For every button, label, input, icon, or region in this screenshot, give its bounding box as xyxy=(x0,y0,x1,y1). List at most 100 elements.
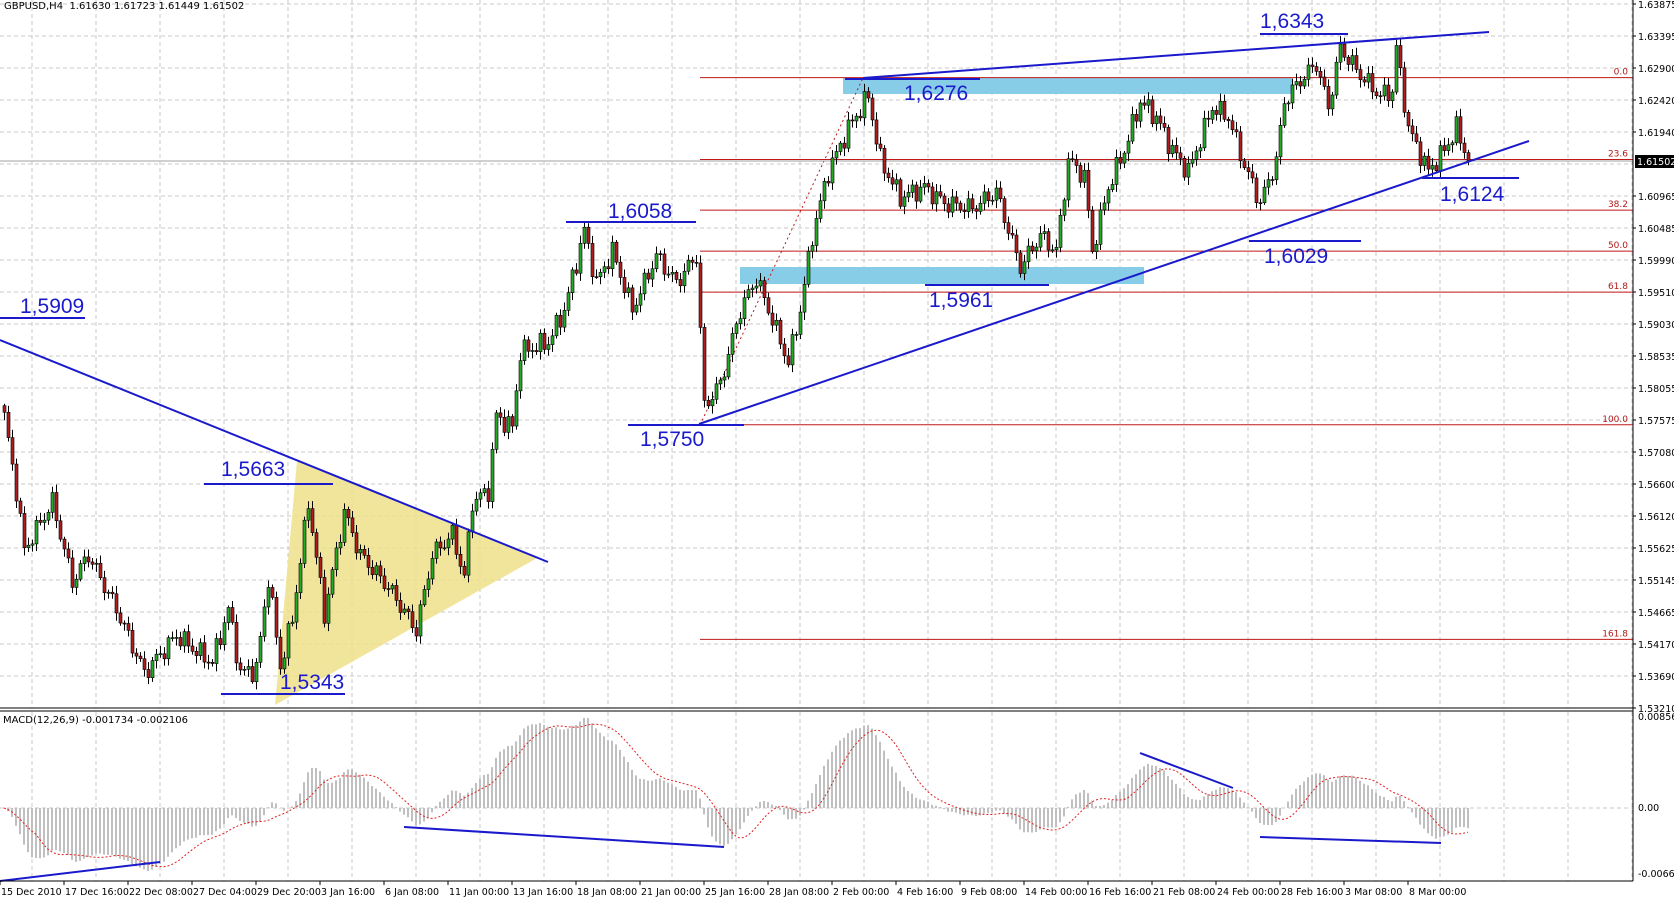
candle xyxy=(666,266,671,279)
candle-body-bear xyxy=(694,261,699,264)
macd-bar xyxy=(1179,788,1181,808)
macd-bar xyxy=(819,774,821,808)
macd-bar xyxy=(639,778,641,808)
candle xyxy=(1074,154,1079,174)
candle xyxy=(878,136,883,152)
candle-body-bull xyxy=(242,669,247,671)
candle xyxy=(922,175,927,195)
candle-body-bear xyxy=(674,272,679,280)
candle-body-bear xyxy=(1162,122,1167,128)
candle-body-bear xyxy=(1226,118,1231,122)
candle-body-bull xyxy=(1394,45,1399,93)
candle xyxy=(538,329,543,360)
candle xyxy=(990,195,995,205)
macd-bar xyxy=(55,808,57,851)
macd-bar xyxy=(927,801,929,808)
macd-bar xyxy=(1443,808,1445,837)
candle xyxy=(170,631,175,642)
candle-body-bull xyxy=(1062,199,1067,216)
candle-body-bear xyxy=(1398,45,1403,69)
candle xyxy=(138,652,143,662)
macd-bar xyxy=(455,790,457,808)
candle-body-bull xyxy=(1026,245,1031,263)
macd-bar xyxy=(435,805,437,808)
candle-body-bull xyxy=(994,187,999,201)
price-axis-label: 1.57575 xyxy=(1638,416,1674,427)
candle xyxy=(414,619,419,642)
candle-body-bear xyxy=(858,115,863,119)
macd-bar xyxy=(267,807,269,808)
candle xyxy=(1134,109,1139,129)
macd-bar xyxy=(859,728,861,808)
candle xyxy=(1118,151,1123,170)
candle xyxy=(518,352,523,399)
candle-body-bear xyxy=(1142,102,1147,106)
candle xyxy=(1402,61,1407,118)
date-axis-label: 16 Feb 16:00 xyxy=(1089,887,1151,898)
candle-body-bear xyxy=(1242,160,1247,168)
candle-body-bull xyxy=(1262,186,1267,203)
candle-body-bear xyxy=(162,653,167,660)
macd-bar xyxy=(1387,800,1389,808)
macd-bar xyxy=(419,808,421,825)
candle xyxy=(434,538,439,564)
candle-body-bear xyxy=(1238,131,1243,162)
fib-level-label: 100.0 xyxy=(1602,415,1628,425)
macd-bar xyxy=(211,808,213,835)
macd-bar xyxy=(115,808,117,857)
candle xyxy=(50,486,55,519)
candle xyxy=(1382,77,1387,101)
macd-bar xyxy=(919,799,921,808)
candle xyxy=(858,109,863,122)
candle xyxy=(1246,160,1251,180)
candle xyxy=(142,651,147,677)
candle-body-bear xyxy=(1030,245,1035,252)
macd-bar xyxy=(479,778,481,808)
macd-bar xyxy=(15,808,17,826)
candle-body-bull xyxy=(554,314,559,337)
macd-bar xyxy=(531,724,533,808)
candle-body-bear xyxy=(378,565,383,577)
macd-bar xyxy=(1199,799,1201,808)
candle xyxy=(1158,108,1163,130)
macd-bar xyxy=(1211,791,1213,808)
candle xyxy=(1102,195,1107,216)
macd-bar xyxy=(347,769,349,808)
candle xyxy=(162,647,167,666)
candle-body-bull xyxy=(1110,184,1115,190)
macd-bar xyxy=(539,722,541,808)
macd-bar xyxy=(83,808,85,859)
macd-bar xyxy=(1331,781,1333,808)
macd-bar xyxy=(1195,799,1197,808)
candle xyxy=(730,327,735,363)
candle xyxy=(154,649,159,669)
candle xyxy=(630,284,635,320)
candle xyxy=(1070,150,1075,163)
candle xyxy=(118,607,123,626)
macd-bar xyxy=(1079,792,1081,808)
macd-bar xyxy=(1039,808,1041,830)
candle xyxy=(1142,95,1147,110)
macd-bar xyxy=(1227,788,1229,808)
macd-bar xyxy=(1047,808,1049,828)
candle-body-bull xyxy=(834,151,839,159)
candle-body-bear xyxy=(1158,115,1163,124)
candle xyxy=(422,585,427,607)
macd-bar xyxy=(111,808,113,855)
candle-body-bear xyxy=(1426,155,1431,170)
candle-body-bear xyxy=(110,591,115,595)
candle-body-bear xyxy=(486,488,491,502)
candle-body-bull xyxy=(602,266,607,273)
candle-body-bull xyxy=(650,268,655,280)
candle-body-bull xyxy=(806,250,811,285)
candle xyxy=(778,317,783,350)
candle-body-bear xyxy=(38,520,43,523)
date-axis-label: 14 Feb 00:00 xyxy=(1025,887,1087,898)
macd-bar xyxy=(1207,794,1209,808)
candle-body-bear xyxy=(1370,73,1375,93)
candle-body-bull xyxy=(334,547,339,570)
candle xyxy=(1014,229,1019,261)
candle-body-bull xyxy=(282,657,287,670)
candle-body-bear xyxy=(194,650,199,656)
